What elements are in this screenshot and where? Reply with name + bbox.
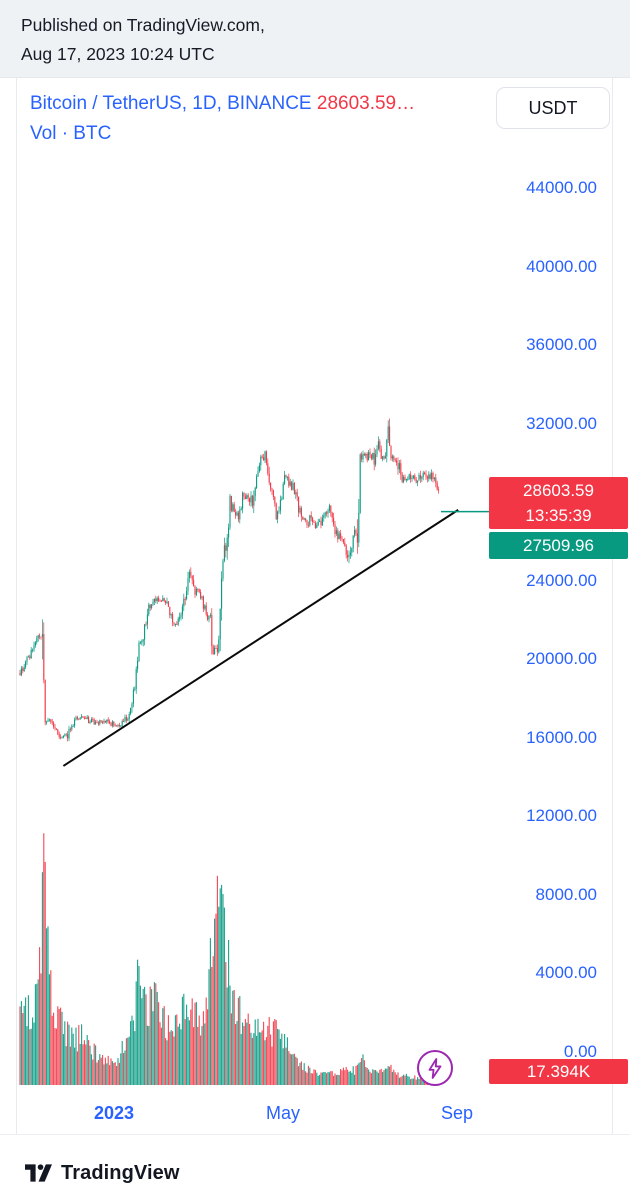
currency-toggle-button[interactable]: USDT bbox=[496, 87, 610, 129]
price-axis-label: 8000.00 bbox=[535, 884, 597, 904]
tradingview-link[interactable]: TradingView bbox=[25, 1162, 180, 1185]
price-axis-label: 12000.00 bbox=[526, 806, 597, 825]
time-axis-label: Sep bbox=[440, 1103, 474, 1123]
price-axis-label: 16000.00 bbox=[526, 727, 597, 747]
legend-volume-label: Vol · BTC bbox=[30, 123, 112, 144]
chart-border-right bbox=[612, 78, 613, 1134]
chart-border-bottom bbox=[0, 1134, 630, 1135]
publish-info-bar: Published on TradingView.com, Aug 17, 20… bbox=[0, 0, 630, 78]
time-axis-label: May bbox=[265, 1103, 301, 1123]
price-axis-label: 40000.00 bbox=[526, 256, 597, 276]
price-axis-label: 36000.00 bbox=[526, 335, 597, 354]
flash-marker-button[interactable] bbox=[417, 1050, 453, 1086]
lightning-bolt-icon bbox=[428, 1057, 442, 1079]
price-axis-label: 0.00 bbox=[563, 1041, 597, 1061]
last-price-badge: 28603.59 13:35:39 bbox=[489, 477, 628, 529]
volume-badge: 17.394K bbox=[489, 1059, 628, 1084]
price-axis-label: 20000.00 bbox=[526, 649, 597, 668]
legend-last-price: 28603.59… bbox=[316, 93, 416, 114]
price-axis-label: 4000.00 bbox=[535, 963, 597, 982]
chart-border-left bbox=[16, 78, 17, 1134]
price-axis-label: 24000.00 bbox=[526, 570, 597, 590]
time-axis-label: 2023 bbox=[93, 1103, 135, 1123]
countdown-timer: 13:35:39 bbox=[525, 506, 592, 525]
tradingview-brand-text: TradingView bbox=[61, 1161, 180, 1184]
price-axis-label: 32000.00 bbox=[526, 413, 597, 433]
level-price-badge: 27509.96 bbox=[489, 532, 628, 559]
publish-date-text: Aug 17, 2023 10:24 UTC bbox=[21, 44, 215, 64]
chart-legend: Bitcoin / TetherUS, 1D, BINANCE 28603.59… bbox=[30, 92, 415, 145]
price-axis-label: 44000.00 bbox=[526, 178, 597, 197]
publish-source-text: Published on TradingView.com, bbox=[21, 15, 265, 35]
symbol-title[interactable]: Bitcoin / TetherUS, 1D, BINANCE bbox=[30, 93, 312, 114]
tradingview-logo bbox=[25, 1164, 52, 1182]
footer: TradingView bbox=[0, 1146, 630, 1200]
last-price-value: 28603.59 bbox=[523, 481, 594, 500]
